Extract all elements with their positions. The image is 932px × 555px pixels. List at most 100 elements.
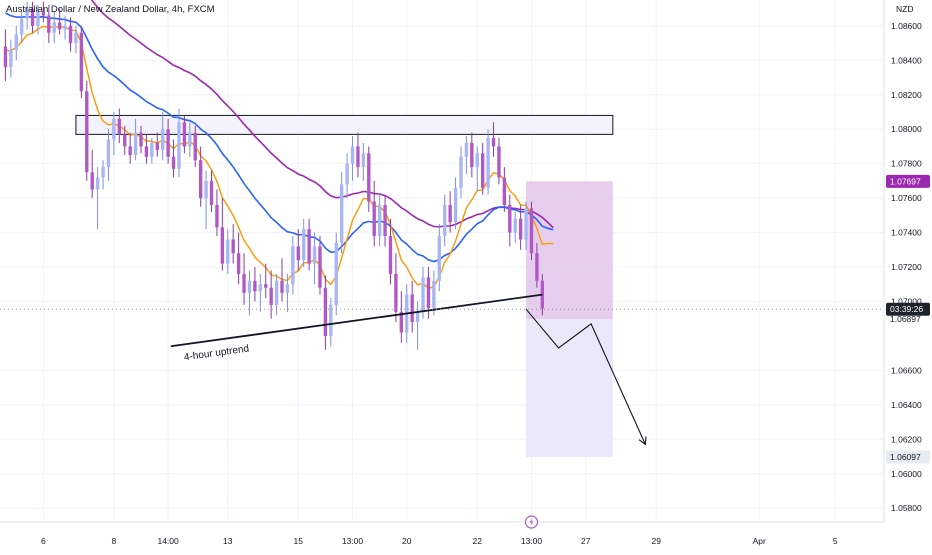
time-tick-label: 29 xyxy=(651,536,661,546)
candle-body xyxy=(242,273,246,293)
candle-body xyxy=(291,246,295,285)
price-tick-label: 1.07000 xyxy=(891,296,922,306)
price-tick-label: 1.08000 xyxy=(891,124,922,134)
time-tick-label: 15 xyxy=(294,536,304,546)
candle-body xyxy=(491,137,496,147)
candle-body xyxy=(30,8,35,26)
time-tick-label: 20 xyxy=(402,536,412,546)
candle-body xyxy=(524,208,528,240)
time-tick-label: 13:00 xyxy=(342,536,364,546)
candle-body xyxy=(171,156,176,169)
candle-body xyxy=(117,118,121,135)
time-tick-label: 27 xyxy=(581,536,591,546)
price-tick-label: 1.08600 xyxy=(891,21,922,31)
candle-body xyxy=(52,22,56,33)
price-tick-label: 1.07800 xyxy=(891,159,922,169)
candle-body xyxy=(226,239,230,264)
take-profit-zone xyxy=(526,319,613,458)
candle-body xyxy=(63,25,67,30)
projection-arrowhead xyxy=(638,436,647,446)
candle-body xyxy=(112,118,116,140)
candle-body xyxy=(486,137,490,188)
candle-body xyxy=(144,146,149,157)
candle-body xyxy=(133,132,138,156)
candle-body xyxy=(448,205,452,223)
candle-body xyxy=(182,122,187,147)
uptrend-line xyxy=(170,293,543,348)
candle-body xyxy=(426,277,431,309)
candle-body xyxy=(258,284,263,292)
price-label: 1.06897 xyxy=(890,314,921,324)
price-tick-label: 1.06600 xyxy=(891,365,922,375)
candle-body xyxy=(508,205,512,233)
candle-body xyxy=(41,12,46,16)
price-label-box xyxy=(886,450,930,464)
candle-body xyxy=(139,132,143,147)
candle-body xyxy=(285,284,290,293)
candle-body xyxy=(20,18,24,35)
candle-body xyxy=(475,153,479,168)
candle-body xyxy=(57,22,62,30)
candle-body xyxy=(432,280,436,309)
candle-body xyxy=(14,34,18,50)
candle-body xyxy=(264,284,268,288)
candle-body xyxy=(101,167,105,178)
time-tick-label: 14:00 xyxy=(157,536,179,546)
candle-body xyxy=(231,239,235,254)
time-tick-label: 8 xyxy=(112,536,117,546)
candle-body xyxy=(480,153,485,188)
candle-body xyxy=(36,12,40,26)
candle-body xyxy=(470,142,474,168)
candle-body xyxy=(318,246,322,288)
candle-body xyxy=(410,294,414,323)
candle-body xyxy=(399,311,404,333)
price-label: 1.07697 xyxy=(890,176,921,186)
candle-body xyxy=(150,142,154,157)
candle-body xyxy=(529,208,534,254)
candle-body xyxy=(166,129,170,157)
candle-body xyxy=(177,122,181,169)
candle-body xyxy=(367,153,371,202)
candle-body xyxy=(329,304,333,336)
candle-body xyxy=(312,246,317,264)
candle-body xyxy=(128,146,132,156)
ema-fast-line xyxy=(5,25,554,290)
candle-body xyxy=(415,311,420,323)
candle-body xyxy=(307,229,311,264)
candle-body xyxy=(339,184,344,243)
candle-body xyxy=(90,172,94,190)
projection-path xyxy=(525,308,646,445)
lightning-glyph xyxy=(529,518,534,526)
candle-body xyxy=(9,49,13,68)
candle-body xyxy=(502,177,507,206)
candle-body xyxy=(74,32,78,44)
symbol-title: Australian Dollar / New Zealand Dollar, … xyxy=(6,4,215,15)
price-tick-label: 1.08400 xyxy=(891,55,922,65)
price-label: 1.06097 xyxy=(890,452,921,462)
candle-body xyxy=(388,236,393,274)
candle-body xyxy=(247,280,252,293)
candle-body xyxy=(198,160,203,199)
candle-body xyxy=(350,146,355,164)
candle-body xyxy=(47,15,51,33)
candle-body xyxy=(280,280,284,293)
candle-body xyxy=(421,277,425,312)
price-tick-label: 1.07400 xyxy=(891,228,922,238)
candle-body xyxy=(334,242,338,305)
candle-body xyxy=(3,46,8,68)
uptrend-label: 4-hour uptrend xyxy=(183,343,249,363)
price-tick-label: 1.06200 xyxy=(891,434,922,444)
candle-body xyxy=(25,8,29,19)
candle-body xyxy=(274,280,279,305)
candle-body xyxy=(345,163,349,185)
price-tick-label: 1.08200 xyxy=(891,90,922,100)
candle-body xyxy=(95,177,100,190)
price-tick-label: 1.07200 xyxy=(891,262,922,272)
candle-body xyxy=(443,205,447,237)
candle-body xyxy=(188,132,192,147)
candle-body xyxy=(535,253,539,281)
candle-body xyxy=(394,273,398,312)
candle-body xyxy=(79,32,84,92)
